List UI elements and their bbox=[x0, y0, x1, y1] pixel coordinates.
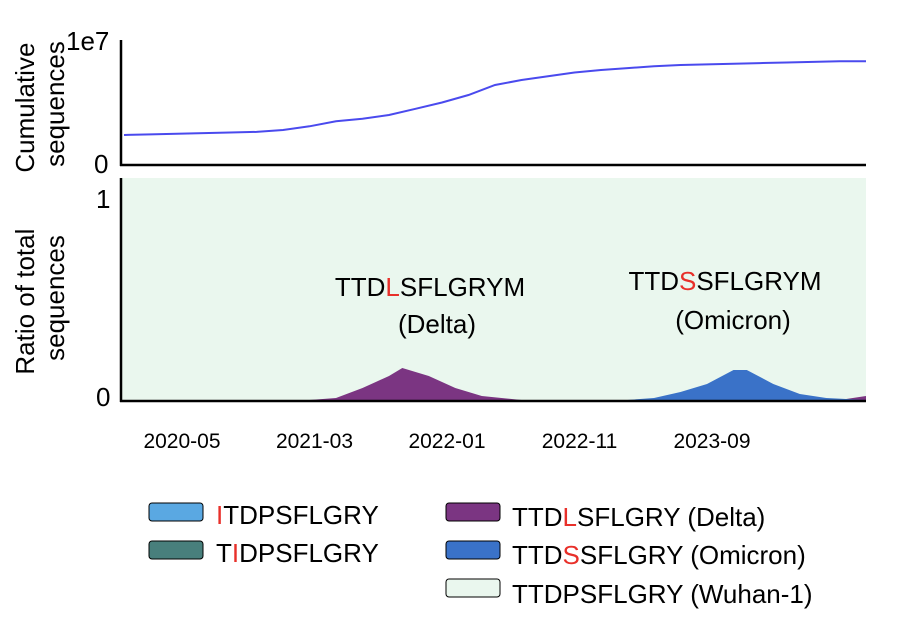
legend-swatch bbox=[445, 540, 501, 560]
delta-annotation-sequence: TTDLSFLGRYM bbox=[335, 272, 525, 302]
x-tick-2022-01: 2022-01 bbox=[408, 430, 485, 453]
x-tick-2022-11: 2022-11 bbox=[542, 430, 618, 453]
delta-annotation-variant: (Delta) bbox=[398, 309, 476, 339]
legend-label: TTDPSFLGRY (Wuhan-1) bbox=[512, 579, 813, 609]
legend-label: ITDPSFLGRY bbox=[216, 500, 379, 530]
cumulative-ylabel: Cumulative sequences bbox=[10, 35, 70, 172]
x-tick-2023-09: 2023-09 bbox=[673, 430, 750, 453]
x-tick-labels: 2020-05 2021-03 2022-01 2022-11 2023-09 bbox=[143, 430, 750, 453]
legend-swatch bbox=[445, 502, 501, 522]
cumulative-panel: Cumulative sequences 1e7 0 bbox=[10, 26, 866, 179]
legend-item: TTDLSFLGRY (Delta) bbox=[445, 502, 765, 532]
cumulative-series-line bbox=[123, 60, 866, 136]
legend-item: TTDPSFLGRY (Wuhan-1) bbox=[445, 578, 813, 609]
ratio-ytick-0: 0 bbox=[96, 382, 110, 412]
omicron-annotation-variant: (Omicron) bbox=[675, 305, 791, 335]
legend-item: TIDPSFLGRY bbox=[148, 538, 379, 568]
legend-swatch bbox=[445, 578, 501, 598]
legend-swatch bbox=[148, 540, 204, 560]
legend-label: TTDSSFLGRY (Omicron) bbox=[512, 540, 806, 570]
x-tick-2020-05: 2020-05 bbox=[143, 430, 220, 453]
ratio-panel: Ratio of total sequences 1 0 2020-05 2021… bbox=[10, 178, 866, 453]
legend: ITDPSFLGRY TIDPSFLGRY TTDLSFLGRY (Delta) TT… bbox=[148, 500, 813, 609]
legend-item: ITDPSFLGRY bbox=[148, 500, 379, 530]
omicron-annotation-sequence: TTDSSFLGRYM bbox=[628, 266, 821, 296]
cumulative-scale-label: 1e7 bbox=[66, 26, 109, 56]
cumulative-ytick-0: 0 bbox=[94, 149, 108, 179]
cumulative-y-axis-label: Cumulative sequences bbox=[10, 35, 70, 173]
legend-label: TTDLSFLGRY (Delta) bbox=[512, 502, 765, 532]
legend-label: TIDPSFLGRY bbox=[216, 538, 379, 568]
ratio-ylabel: Ratio of total sequences bbox=[10, 221, 70, 374]
legend-item: TTDSSFLGRY (Omicron) bbox=[445, 540, 806, 570]
ratio-panel-background bbox=[121, 178, 866, 401]
omicron-area bbox=[124, 370, 866, 400]
legend-swatch bbox=[148, 502, 204, 522]
ratio-ytick-1: 1 bbox=[96, 184, 110, 214]
x-tick-2021-03: 2021-03 bbox=[276, 430, 353, 453]
